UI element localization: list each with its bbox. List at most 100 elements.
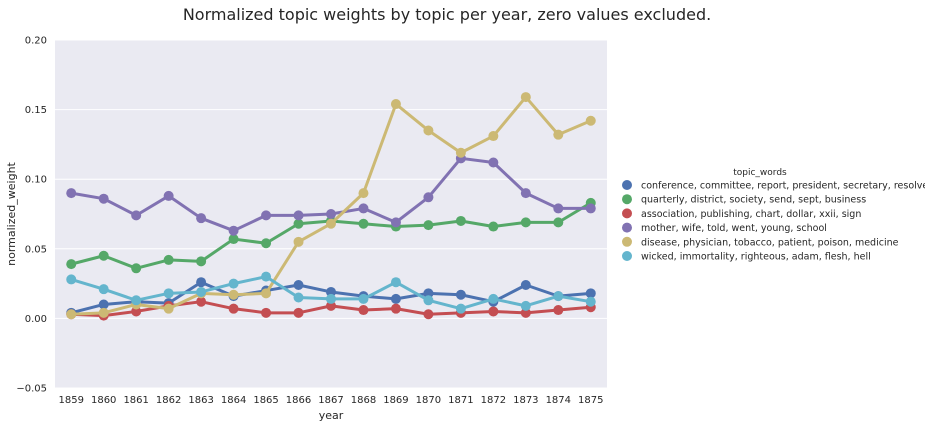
y-tick-labels: −0.05 0.00 0.05 0.10 0.15 0.20 [16, 36, 47, 395]
x-tick-label: 1866 [286, 395, 311, 406]
data-point [553, 291, 564, 302]
data-point [520, 279, 531, 290]
chart-title: Normalized topic weights by topic per ye… [183, 5, 711, 24]
data-point [261, 307, 272, 318]
data-point [585, 288, 596, 299]
data-point [163, 254, 174, 265]
legend-marker [622, 180, 632, 190]
data-point [293, 307, 304, 318]
legend-label: mother, wife, told, went, young, school [641, 223, 827, 234]
data-point [520, 217, 531, 228]
data-point [390, 99, 401, 110]
data-point [423, 295, 434, 306]
data-point [98, 250, 109, 261]
data-point [455, 303, 466, 314]
data-point [585, 115, 596, 126]
y-tick-label: 0.00 [25, 314, 47, 325]
data-point [553, 217, 564, 228]
data-point [423, 220, 434, 231]
data-point [390, 217, 401, 228]
data-point [163, 190, 174, 201]
data-point [131, 306, 142, 317]
legend-label: association, publishing, chart, dollar, … [641, 209, 861, 220]
x-tick-label: 1859 [59, 395, 84, 406]
data-point [326, 218, 336, 229]
legend: topic_words conference, committee, repor… [622, 168, 925, 263]
x-tick-label: 1862 [156, 395, 181, 406]
data-point [196, 296, 207, 307]
x-tick-label: 1861 [123, 395, 148, 406]
data-point [228, 278, 239, 289]
x-tick-label: 1868 [351, 395, 376, 406]
series-lines [66, 92, 596, 321]
x-tick-label: 1864 [221, 395, 246, 406]
y-tick-label: 0.15 [25, 105, 47, 116]
y-tick-label: 0.05 [25, 244, 47, 255]
data-point [553, 129, 564, 140]
data-point [196, 213, 207, 224]
y-axis-label: normalized_weight [5, 161, 18, 265]
x-axis-label: year [319, 409, 344, 422]
data-point [585, 203, 596, 214]
x-tick-label: 1863 [188, 395, 213, 406]
x-tick-label: 1870 [416, 395, 441, 406]
data-point [163, 303, 174, 314]
y-tick-label: 0.20 [25, 36, 47, 47]
legend-marker [622, 208, 632, 219]
data-point [423, 192, 434, 203]
data-point [455, 147, 466, 158]
data-point [585, 296, 596, 307]
data-point [358, 218, 369, 229]
data-point [228, 303, 239, 314]
data-point [293, 210, 304, 221]
data-point [326, 293, 336, 304]
data-point [488, 293, 499, 304]
data-point [455, 289, 466, 300]
x-tick-label: 1860 [91, 395, 116, 406]
data-point [293, 279, 304, 290]
x-tick-label: 1874 [546, 395, 571, 406]
data-point [520, 307, 531, 318]
data-point [196, 286, 207, 297]
legend-label: wicked, immortality, righteous, adam, fl… [641, 252, 871, 263]
data-point [293, 218, 304, 229]
data-point [261, 210, 272, 221]
data-point [423, 309, 434, 320]
data-point [553, 203, 564, 214]
x-tick-label: 1873 [513, 395, 538, 406]
data-point [520, 188, 531, 199]
data-point [520, 92, 531, 103]
data-point [488, 157, 499, 168]
x-tick-label: 1875 [578, 395, 603, 406]
data-point [358, 188, 369, 199]
data-point [131, 295, 142, 306]
legend-marker [622, 236, 632, 247]
data-point [131, 263, 142, 274]
data-point [488, 131, 499, 142]
data-point [326, 300, 336, 311]
y-tick-label: −0.05 [16, 384, 47, 395]
legend-label: quarterly, district, society, send, sept… [641, 195, 866, 206]
data-point [520, 300, 531, 311]
data-point [261, 271, 272, 282]
legend-label: conference, committee, report, president… [641, 181, 925, 192]
data-point [293, 236, 304, 247]
x-tick-label: 1865 [253, 395, 278, 406]
legend-label: disease, physician, tobacco, patient, po… [641, 237, 899, 248]
x-tick-label: 1871 [448, 395, 473, 406]
x-tick-label: 1872 [481, 395, 506, 406]
data-point [488, 221, 499, 232]
legend-title: topic_words [733, 168, 787, 178]
x-tick-label: 1867 [318, 395, 343, 406]
data-point [98, 299, 109, 310]
data-point [261, 288, 272, 299]
data-point [326, 209, 336, 219]
legend-marker [622, 251, 632, 261]
x-tick-label: 1869 [383, 395, 408, 406]
legend-marker [622, 194, 632, 205]
data-point [261, 238, 272, 249]
data-point [390, 293, 401, 304]
x-tick-labels: 1859 1860 1861 1862 1863 1864 1865 1866 1867 1868… [59, 395, 604, 406]
data-point [358, 293, 369, 304]
